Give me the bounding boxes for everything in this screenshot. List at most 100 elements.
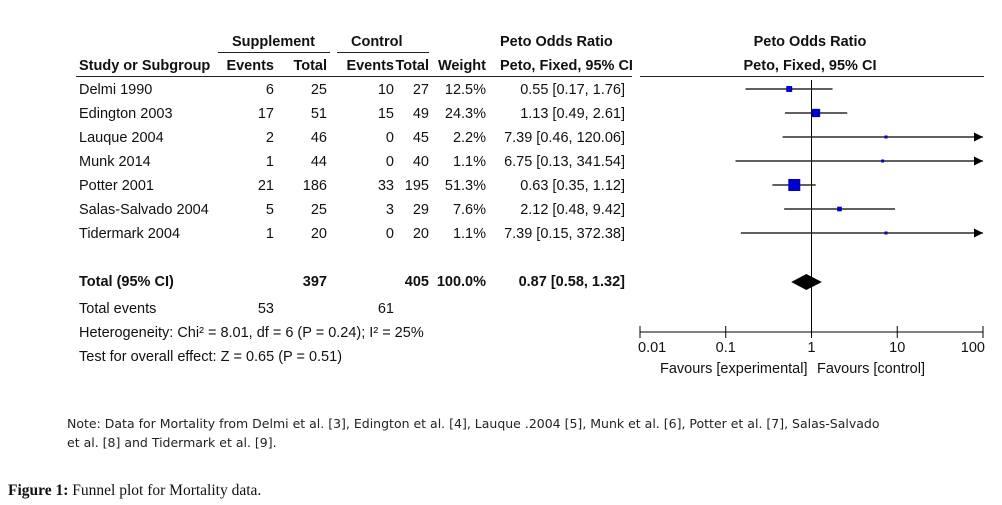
x-tick-label: 100	[961, 340, 985, 356]
ctrl-total-sum: 405	[404, 274, 429, 290]
ctrl-total: 49	[412, 106, 429, 122]
caption-text: Funnel plot for Mortality data.	[68, 482, 262, 499]
study-marker	[811, 108, 821, 118]
study-name: Potter 2001	[79, 178, 154, 194]
weight-value: 1.1%	[452, 154, 486, 170]
peto-or-plot-header: Peto Odds Ratio	[753, 34, 867, 50]
ctrl-total: 20	[412, 226, 429, 242]
weight-value: 1.1%	[452, 226, 486, 242]
ci-value: 0.55 [0.17, 1.76]	[520, 82, 625, 98]
pooled-diamond	[791, 274, 822, 290]
ctrl-events: 33	[377, 178, 394, 194]
total-label: Total (95% CI)	[79, 274, 174, 290]
weight-value: 7.6%	[452, 202, 486, 218]
weight-header: Weight	[437, 58, 486, 74]
supp-events: 17	[257, 106, 274, 122]
x-tick-label: 0.01	[638, 340, 666, 356]
ctrl-total: 45	[412, 130, 429, 146]
favours-control-label: Favours [control]	[817, 361, 925, 377]
ci-value: 7.39 [0.46, 120.06]	[504, 130, 625, 146]
ctrl-events: 3	[385, 202, 394, 218]
supplement-header: Supplement	[232, 34, 315, 50]
ctrl-events: 10	[377, 82, 394, 98]
supp-total: 186	[302, 178, 327, 194]
study-marker	[837, 206, 842, 212]
supp-total: 51	[310, 106, 327, 122]
supp-total: 25	[310, 82, 327, 98]
ctrl-events-header: Events	[346, 58, 394, 74]
ci-arrow	[974, 228, 983, 238]
ci-value: 2.12 [0.48, 9.42]	[520, 202, 625, 218]
study-name: Salas-Salvado 2004	[79, 202, 209, 218]
ctrl-events-sum: 61	[377, 301, 394, 317]
supp-events: 2	[265, 130, 274, 146]
figure-note: Note: Data for Mortality from Delmi et a…	[67, 416, 880, 450]
study-name: Delmi 1990	[79, 82, 153, 98]
total-weight: 100.0%	[436, 274, 486, 290]
x-tick-label: 1	[807, 340, 815, 356]
supp-events: 1	[265, 226, 274, 242]
heterogeneity-text: Heterogeneity: Chi² = 8.01, df = 6 (P = …	[79, 325, 424, 341]
pooled-ci-value: 0.87 [0.58, 1.32]	[518, 274, 625, 290]
peto-method-header: Peto, Fixed, 95% CI	[500, 58, 633, 74]
figure-caption: Figure 1: Funnel plot for Mortality data…	[8, 482, 261, 500]
supp-events-sum: 53	[257, 301, 274, 317]
study-name: Lauque 2004	[79, 130, 164, 146]
study-marker	[786, 86, 793, 92]
supp-events: 6	[265, 82, 274, 98]
ctrl-total: 27	[412, 82, 429, 98]
ci-value: 6.75 [0.13, 341.54]	[504, 154, 625, 170]
ci-arrow	[974, 132, 983, 142]
plot-header-rule	[640, 76, 984, 77]
x-tick-label: 10	[889, 340, 905, 356]
ci-arrow	[974, 156, 983, 166]
caption-label: Figure 1:	[8, 482, 69, 499]
study-marker	[884, 231, 888, 235]
ci-value: 7.39 [0.15, 372.38]	[504, 226, 625, 242]
peto-method-plot-header: Peto, Fixed, 95% CI	[743, 58, 877, 74]
weight-value: 2.2%	[452, 130, 486, 146]
ctrl-events: 0	[385, 226, 394, 242]
supp-total: 20	[310, 226, 327, 242]
supp-events: 5	[265, 202, 274, 218]
supp-total: 25	[310, 202, 327, 218]
control-underline	[337, 52, 429, 53]
supplement-underline	[218, 52, 330, 53]
ctrl-total-header: Total	[395, 58, 429, 74]
control-header: Control	[351, 34, 403, 50]
weight-value: 51.3%	[444, 178, 486, 194]
favours-experimental-label: Favours [experimental]	[660, 361, 808, 377]
x-axis-ticks: 0.01 0.1 1 10 100	[638, 326, 985, 356]
ctrl-events: 0	[385, 130, 394, 146]
study-name: Edington 2003	[79, 106, 173, 122]
supp-events: 21	[257, 178, 274, 194]
x-tick-label: 0.1	[716, 340, 736, 356]
supp-events: 1	[265, 154, 274, 170]
ctrl-total: 195	[404, 178, 429, 194]
ctrl-events: 15	[377, 106, 394, 122]
study-name: Tidermark 2004	[79, 226, 181, 242]
supp-total: 44	[310, 154, 327, 170]
ctrl-total: 40	[412, 154, 429, 170]
ci-value: 1.13 [0.49, 2.61]	[520, 106, 625, 122]
study-marker	[788, 179, 801, 191]
supp-total: 46	[310, 130, 327, 146]
study-name: Munk 2014	[79, 154, 151, 170]
peto-or-header: Peto Odds Ratio	[500, 34, 613, 50]
study-marker	[881, 159, 885, 163]
ctrl-events: 0	[385, 154, 394, 170]
overall-effect-text: Test for overall effect: Z = 0.65 (P = 0…	[79, 349, 343, 365]
table-header-rule	[76, 76, 632, 77]
supp-total-sum: 397	[302, 274, 327, 290]
study-header: Study or Subgroup	[79, 58, 211, 74]
ctrl-total: 29	[412, 202, 429, 218]
supp-total-header: Total	[293, 58, 327, 74]
weight-value: 24.3%	[444, 106, 486, 122]
supp-events-header: Events	[226, 58, 274, 74]
total-events-label: Total events	[79, 301, 157, 317]
study-estimates	[735, 86, 983, 238]
ci-value: 0.63 [0.35, 1.12]	[520, 178, 625, 194]
study-marker	[884, 135, 888, 139]
